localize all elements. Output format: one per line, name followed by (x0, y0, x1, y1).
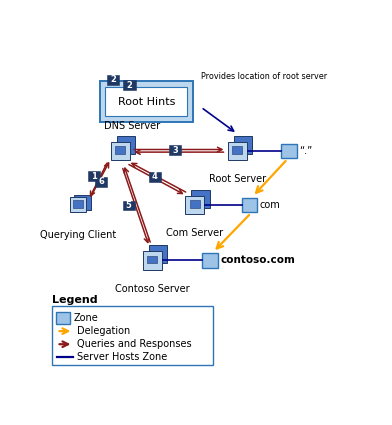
Text: Com Server: Com Server (166, 228, 223, 238)
FancyBboxPatch shape (123, 80, 136, 90)
FancyBboxPatch shape (52, 306, 213, 365)
FancyBboxPatch shape (123, 201, 135, 210)
FancyBboxPatch shape (185, 196, 204, 214)
Text: Queries and Responses: Queries and Responses (77, 339, 192, 349)
Text: 2: 2 (110, 75, 116, 84)
FancyBboxPatch shape (107, 75, 119, 85)
Text: Zone: Zone (74, 313, 99, 323)
FancyBboxPatch shape (228, 142, 247, 160)
FancyBboxPatch shape (116, 146, 125, 153)
Text: 2: 2 (127, 81, 132, 90)
Text: Legend: Legend (52, 295, 98, 305)
Text: Querying Client: Querying Client (40, 230, 116, 240)
FancyBboxPatch shape (56, 312, 70, 323)
FancyBboxPatch shape (232, 146, 242, 153)
FancyBboxPatch shape (169, 145, 181, 155)
FancyBboxPatch shape (95, 177, 107, 187)
FancyBboxPatch shape (111, 142, 130, 160)
Text: Delegation: Delegation (77, 326, 130, 336)
Text: Contoso Server: Contoso Server (115, 284, 190, 294)
Text: 3: 3 (172, 146, 178, 155)
FancyBboxPatch shape (105, 87, 187, 116)
FancyBboxPatch shape (202, 253, 218, 268)
FancyBboxPatch shape (191, 190, 210, 208)
FancyBboxPatch shape (73, 200, 83, 207)
Text: DNS Server: DNS Server (103, 121, 160, 131)
FancyBboxPatch shape (100, 81, 193, 122)
Text: Root Server: Root Server (209, 174, 266, 184)
FancyBboxPatch shape (147, 255, 157, 263)
FancyBboxPatch shape (69, 198, 86, 212)
FancyBboxPatch shape (117, 136, 136, 154)
Text: 6: 6 (98, 177, 104, 187)
FancyBboxPatch shape (281, 144, 297, 158)
Text: Server Hosts Zone: Server Hosts Zone (77, 352, 167, 362)
FancyBboxPatch shape (88, 171, 100, 181)
Text: Provides location of root server: Provides location of root server (201, 72, 327, 81)
Text: Root Hints: Root Hints (118, 97, 175, 107)
FancyBboxPatch shape (234, 136, 252, 154)
Text: “.”: “.” (299, 146, 312, 156)
Text: com: com (260, 200, 281, 210)
Text: 1: 1 (91, 172, 97, 181)
FancyBboxPatch shape (74, 195, 91, 210)
Text: 5: 5 (126, 201, 132, 210)
FancyBboxPatch shape (241, 198, 258, 212)
FancyBboxPatch shape (143, 251, 162, 269)
FancyBboxPatch shape (149, 245, 167, 264)
Text: 4: 4 (152, 173, 158, 181)
FancyBboxPatch shape (149, 172, 161, 182)
FancyBboxPatch shape (190, 200, 200, 207)
Text: contoso.com: contoso.com (220, 255, 295, 266)
